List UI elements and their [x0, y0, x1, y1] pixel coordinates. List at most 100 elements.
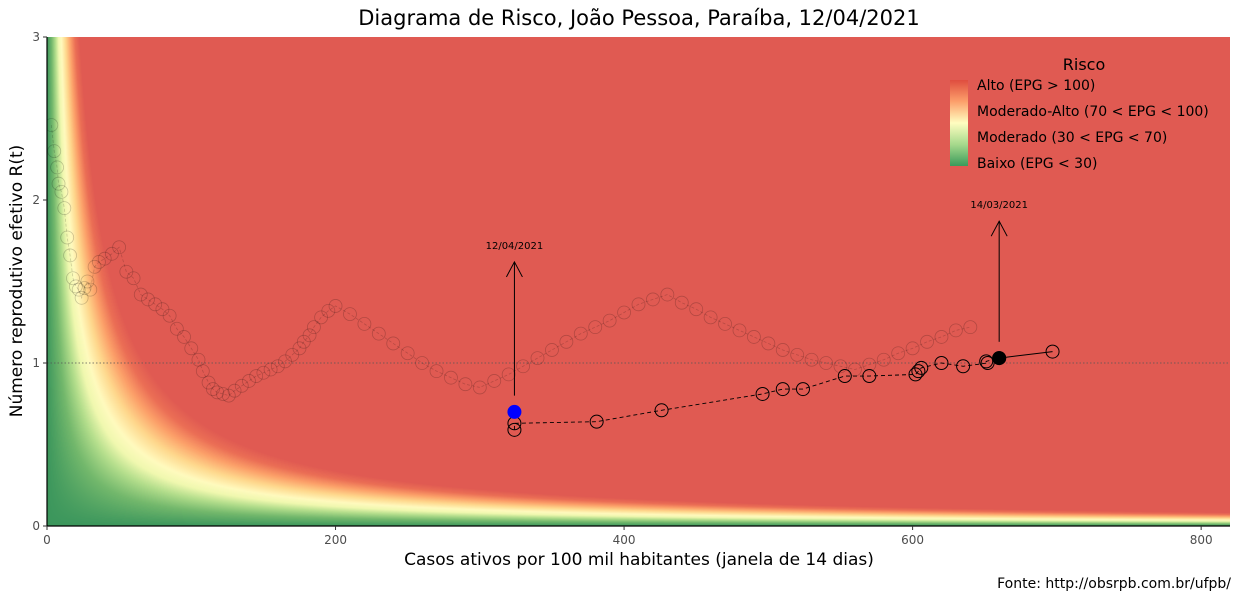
history-point — [221, 388, 236, 403]
recent-point — [934, 356, 949, 370]
history-point — [216, 387, 230, 401]
history-point — [71, 282, 86, 297]
history-point — [674, 295, 689, 310]
history-point — [429, 364, 444, 379]
history-point — [206, 382, 220, 396]
history-point — [775, 343, 790, 357]
history-point — [790, 347, 805, 362]
history-point — [516, 359, 530, 374]
history-series — [47, 118, 978, 403]
x-tick-label: 800 — [1190, 533, 1213, 547]
history-point — [761, 336, 776, 351]
y-tick-label: 2 — [32, 193, 40, 207]
history-point — [371, 326, 386, 341]
x-tick-label: 200 — [324, 533, 347, 547]
history-point — [617, 305, 631, 320]
history-point — [210, 385, 225, 400]
history-point — [97, 251, 112, 266]
history-point — [357, 316, 372, 331]
history-point — [201, 375, 216, 390]
history-path — [50, 124, 971, 397]
y-axis-title: Número reprodutivo efetivo R(t) — [7, 145, 27, 418]
history-point — [278, 354, 292, 369]
recent-point — [979, 354, 994, 369]
history-point — [819, 356, 833, 370]
x-axis-ticks: 0 200 400 600 800 — [43, 526, 1213, 547]
history-point — [573, 326, 588, 341]
history-point — [263, 362, 278, 377]
history-point — [119, 264, 134, 279]
history-point — [285, 347, 300, 362]
recent-point — [956, 359, 971, 374]
history-point — [963, 320, 978, 335]
history-point — [905, 341, 920, 356]
history-point — [256, 365, 271, 380]
history-point — [660, 287, 675, 302]
history-point — [689, 302, 704, 317]
history-point — [501, 367, 516, 382]
history-point — [155, 302, 170, 317]
history-point — [588, 320, 603, 335]
legend: Risco Alto (EPG > 100) Moderado-Alto (70… — [950, 55, 1209, 172]
history-point — [732, 323, 747, 338]
legend-item-moderado-alto: Moderado-Alto (70 < EPG < 100) — [977, 104, 1209, 120]
history-point — [472, 380, 487, 395]
history-point — [68, 279, 83, 294]
history-point — [270, 359, 285, 374]
recent-point — [755, 386, 770, 401]
history-point — [57, 201, 72, 216]
recent-point — [775, 382, 790, 397]
history-point — [862, 357, 877, 372]
recent-point — [914, 360, 929, 375]
history-point — [703, 310, 718, 325]
recent-series — [507, 344, 1060, 437]
history-point — [195, 364, 210, 379]
annotation-label: 12/04/2021 — [486, 241, 544, 252]
history-point — [47, 118, 59, 132]
history-point — [876, 352, 891, 367]
history-point — [415, 356, 429, 370]
recent-point — [589, 414, 604, 429]
history-point — [833, 359, 848, 374]
legend-item-baixo: Baixo (EPG < 30) — [977, 156, 1097, 172]
history-point — [306, 320, 321, 335]
history-point — [83, 282, 98, 297]
history-point — [343, 307, 357, 322]
current-point — [507, 404, 522, 419]
legend-title: Risco — [1063, 55, 1105, 74]
history-point — [105, 246, 119, 261]
history-point — [718, 316, 732, 331]
history-point — [66, 271, 80, 286]
history-point — [891, 346, 906, 361]
history-point — [292, 341, 307, 356]
history-point — [249, 369, 264, 383]
history-point — [559, 334, 574, 349]
recent-point — [911, 364, 926, 379]
history-point — [80, 274, 95, 289]
history-point — [177, 330, 191, 344]
x-tick-label: 600 — [901, 533, 924, 547]
y-tick-label: 1 — [32, 356, 40, 370]
history-point — [54, 184, 69, 199]
recent-point — [795, 382, 810, 397]
history-point — [920, 334, 934, 349]
history-point — [112, 240, 127, 255]
history-point — [631, 297, 646, 312]
recent-point — [862, 369, 877, 384]
history-point — [646, 292, 660, 307]
history-point — [87, 259, 102, 274]
chart-title: Diagrama de Risco, João Pessoa, Paraíba,… — [358, 6, 919, 30]
recent-point — [1045, 344, 1060, 359]
history-point — [458, 377, 473, 392]
x-tick-label: 400 — [613, 533, 636, 547]
history-point — [530, 351, 545, 366]
history-point — [934, 330, 949, 344]
history-point — [234, 378, 249, 393]
history-point — [141, 292, 155, 307]
history-point — [47, 144, 62, 159]
x-axis-title: Casos ativos por 100 mil habitantes (jan… — [404, 550, 874, 570]
history-point — [77, 281, 92, 295]
recent-point — [837, 369, 852, 384]
legend-colorbar — [950, 80, 968, 166]
